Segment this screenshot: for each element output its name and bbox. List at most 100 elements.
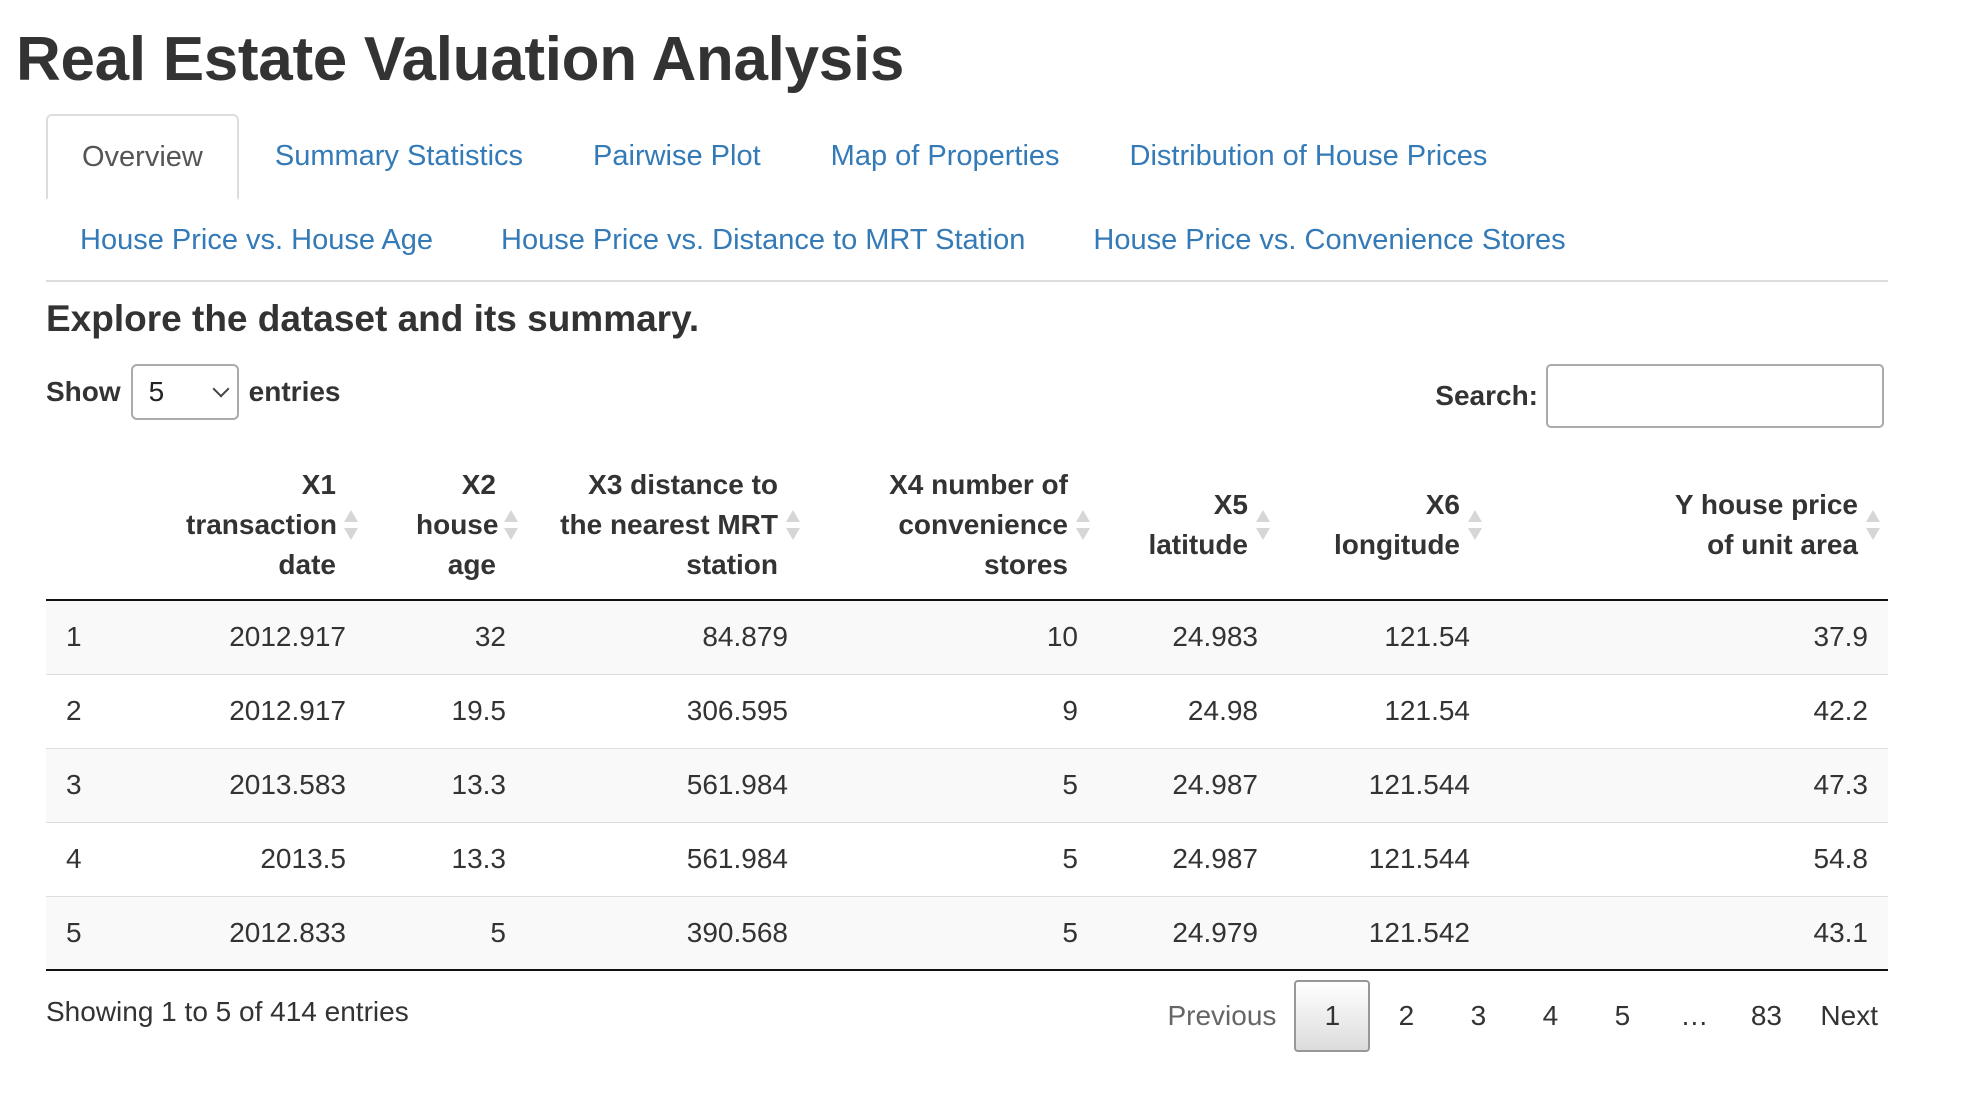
column-header-x4[interactable]: X4 number of convenience stores [808, 450, 1098, 601]
page-button-2[interactable]: 2 [1398, 1000, 1415, 1031]
cell-index: 5 [46, 895, 126, 971]
cell-x1: 2012.917 [126, 673, 366, 748]
table-row: 5 2012.833 5 390.568 5 24.979 121.542 43… [46, 895, 1888, 971]
cell-x5: 24.987 [1098, 747, 1278, 822]
tab-price-vs-age[interactable]: House Price vs. House Age [80, 223, 434, 256]
column-header-index[interactable] [46, 450, 126, 601]
column-header-x3-label: X3 distance to the nearest MRT station [560, 468, 778, 580]
cell-x4: 5 [808, 895, 1098, 971]
column-header-y-label: Y house price of unit area [1674, 488, 1858, 560]
column-header-x5-label: X5 latitude [1148, 488, 1248, 560]
cell-x5: 24.983 [1172, 621, 1258, 653]
tab-row-1: Overview Summary Statistics Pairwise Plo… [46, 114, 1521, 200]
cell-y: 37.9 [1813, 621, 1869, 653]
sort-icon [1076, 508, 1090, 542]
column-header-x2-label: X2 house age [416, 468, 499, 580]
cell-x1: 2012.833 [126, 895, 366, 971]
column-header-x5[interactable]: X5 latitude [1098, 450, 1278, 601]
cell-x2: 13.3 [366, 747, 526, 822]
tab-pairwise-plot[interactable]: Pairwise Plot [593, 139, 761, 172]
cell-index: 2 [46, 673, 126, 748]
cell-x5: 24.979 [1098, 895, 1278, 971]
column-header-x4-label: X4 number of convenience stores [889, 468, 1068, 580]
cell-x4: 10 [1046, 621, 1078, 653]
cell-index: 1 [66, 621, 82, 653]
entries-select[interactable]: 5 [130, 364, 239, 420]
next-button[interactable]: Next [1820, 1000, 1878, 1031]
column-header-x1-label: X1 transaction date [186, 468, 337, 580]
cell-x1: 2013.583 [126, 747, 366, 822]
tab-distribution-of-house-prices[interactable]: Distribution of House Prices [1129, 139, 1488, 172]
cell-x5: 24.98 [1098, 673, 1278, 748]
length-control: Show 5 entries [46, 364, 341, 420]
cell-x2: 19.5 [366, 673, 526, 748]
sort-icon [1866, 508, 1880, 542]
table-row: 4 2013.5 13.3 561.984 5 24.987 121.544 5… [46, 821, 1888, 896]
cell-x3: 84.879 [702, 621, 788, 653]
cell-x4: 5 [808, 747, 1098, 822]
cell-x6: 121.544 [1278, 821, 1490, 896]
search-label: Search: [1435, 380, 1538, 411]
cell-y: 43.1 [1490, 895, 1888, 971]
sort-icon [1256, 508, 1270, 542]
cell-x3: 390.568 [526, 895, 808, 971]
sort-icon [344, 508, 358, 542]
table-row: 1 2012.917 32 84.879 10 24.983 121.54 37… [46, 600, 1888, 674]
tab-price-vs-mrt-distance[interactable]: House Price vs. Distance to MRT Station [501, 223, 1026, 256]
cell-x6: 121.542 [1278, 895, 1490, 971]
column-header-y[interactable]: Y house price of unit area [1490, 450, 1888, 601]
cell-y: 54.8 [1490, 821, 1888, 896]
sort-icon [504, 508, 518, 542]
cell-x2: 5 [366, 895, 526, 971]
cell-x6: 121.54 [1384, 621, 1470, 653]
cell-x6: 121.544 [1278, 747, 1490, 822]
previous-button[interactable]: Previous [1167, 1000, 1277, 1031]
show-label: Show [46, 376, 121, 407]
cell-index: 4 [46, 821, 126, 896]
entries-label: entries [248, 376, 341, 407]
section-subtitle: Explore the dataset and its summary. [46, 298, 700, 339]
column-header-x2[interactable]: X2 house age [366, 450, 526, 601]
page-button-83[interactable]: 83 [1750, 1000, 1782, 1031]
table-row: 3 2013.583 13.3 561.984 5 24.987 121.544… [46, 747, 1888, 822]
page-button-5[interactable]: 5 [1614, 1000, 1631, 1031]
pagination: Previous 1 2 3 4 5 … 83 Next [1149, 980, 1896, 1052]
cell-x6: 121.54 [1278, 673, 1490, 748]
tab-map-of-properties[interactable]: Map of Properties [830, 139, 1060, 172]
data-table: X1 transaction date X2 house age X3 dist… [46, 450, 1888, 971]
cell-y: 42.2 [1490, 673, 1888, 748]
page-ellipsis: … [1680, 1000, 1709, 1031]
cell-x1: 2012.917 [229, 621, 346, 653]
tab-price-vs-convenience-stores[interactable]: House Price vs. Convenience Stores [1093, 223, 1566, 256]
search-control: Search: [1435, 364, 1884, 428]
search-input[interactable] [1546, 364, 1884, 428]
entries-select-value: 5 [148, 376, 165, 407]
tab-overview[interactable]: Overview [46, 114, 239, 200]
page-button-1[interactable]: 1 [1294, 980, 1371, 1052]
cell-x4: 5 [808, 821, 1098, 896]
sort-icon [1468, 508, 1482, 542]
page-button-3[interactable]: 3 [1470, 1000, 1487, 1031]
column-header-x3[interactable]: X3 distance to the nearest MRT station [526, 450, 808, 601]
cell-y: 47.3 [1490, 747, 1888, 822]
table-row: 2 2012.917 19.5 306.595 9 24.98 121.54 4… [46, 673, 1888, 748]
tab-summary-statistics[interactable]: Summary Statistics [274, 139, 524, 172]
column-header-x6-label: X6 longitude [1334, 488, 1460, 560]
page-button-4[interactable]: 4 [1542, 1000, 1559, 1031]
cell-x4: 9 [808, 673, 1098, 748]
cell-x2: 13.3 [366, 821, 526, 896]
cell-index: 3 [46, 747, 126, 822]
column-header-x6[interactable]: X6 longitude [1278, 450, 1490, 601]
cell-x3: 561.984 [526, 747, 808, 822]
table-info: Showing 1 to 5 of 414 entries [46, 996, 409, 1027]
cell-x3: 561.984 [526, 821, 808, 896]
column-header-x1[interactable]: X1 transaction date [126, 450, 366, 601]
cell-x3: 306.595 [526, 673, 808, 748]
tab-bar: Overview Summary Statistics Pairwise Plo… [46, 114, 1888, 282]
cell-x1: 2013.5 [126, 821, 366, 896]
cell-x2: 32 [474, 621, 506, 653]
table-header-row: X1 transaction date X2 house age X3 dist… [46, 450, 1888, 601]
chevron-down-icon [212, 380, 230, 398]
sort-icon [786, 508, 800, 542]
